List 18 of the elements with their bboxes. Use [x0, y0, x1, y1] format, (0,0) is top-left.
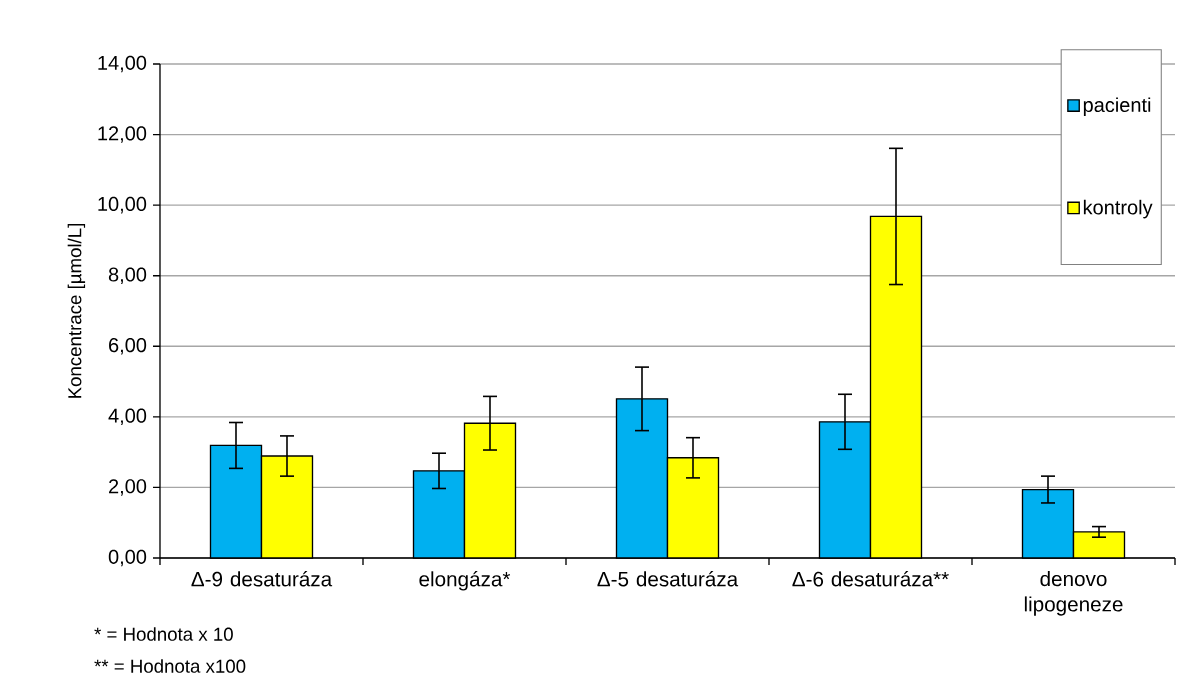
y-tick-label: 4,00 — [108, 408, 147, 426]
y-tick-label: 14,00 — [98, 55, 147, 73]
text: ** = Hodnota x100 — [94, 659, 246, 673]
legend-label: kontroly — [1083, 199, 1153, 219]
x-tick-label: Δ-5 desaturáza — [597, 571, 739, 587]
y-tick-label: 12,00 — [98, 126, 147, 143]
y-tick-label: 0,00 — [108, 549, 147, 567]
y-tick-label: 2,00 — [109, 479, 147, 496]
text: * = Hodnota x 10 — [94, 627, 233, 641]
y-tick-label: 10,00 — [98, 196, 147, 214]
x-tick-label: denovo lipogeneze — [1024, 571, 1123, 616]
x-tick-label: elongáza* — [419, 571, 511, 591]
x-tick-label: Δ-6 desaturáza** — [792, 571, 949, 587]
y-tick-label: 6,00 — [109, 338, 147, 355]
y-axis-title: Koncentrace [µmol/L] — [67, 223, 86, 398]
y-tick-label: 8,00 — [108, 267, 147, 284]
legend-label: pacienti — [1083, 97, 1151, 117]
x-tick-label: Δ-9 desaturáza — [191, 571, 333, 587]
